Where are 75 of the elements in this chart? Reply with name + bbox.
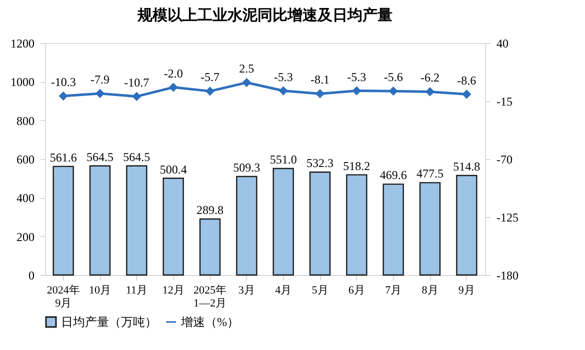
- bar: [126, 165, 148, 276]
- x-tick-label: 12月: [162, 284, 184, 296]
- x-tick-label: 11月: [126, 284, 148, 296]
- data-label: -8.1: [310, 72, 330, 87]
- y-tick-label: 800: [16, 114, 34, 128]
- data-label: -7.9: [90, 72, 110, 87]
- x-tick-label: 5月: [312, 284, 328, 296]
- y-tick-label: 1000: [10, 75, 34, 90]
- y2-tick-label: -180: [496, 268, 518, 282]
- point: [96, 89, 104, 98]
- point: [426, 88, 434, 96]
- data-label: 289.8: [196, 202, 224, 217]
- y-tick-label: 0: [28, 268, 34, 282]
- x-tick-label: 4月: [275, 284, 292, 296]
- point: [389, 86, 398, 96]
- data-label: 564.5: [123, 150, 150, 164]
- x-tick-label: 3月: [238, 284, 255, 296]
- data-label: -5.3: [274, 70, 293, 84]
- y-tick-label: 200: [16, 230, 34, 244]
- point: [462, 90, 471, 98]
- point: [169, 83, 178, 92]
- data-label: 509.3: [233, 160, 260, 175]
- bar: [52, 166, 74, 276]
- bar: [199, 218, 221, 276]
- bar: [309, 171, 331, 276]
- bar: [272, 168, 294, 276]
- data-label: -5.7: [200, 70, 220, 84]
- point: [59, 92, 68, 100]
- x-tick-label: 2025年 1—2月: [194, 284, 226, 310]
- y-tick-label: 600: [16, 152, 34, 166]
- bar: [346, 174, 368, 276]
- x-tick-label: 10月: [89, 284, 111, 296]
- data-label: -8.6: [457, 73, 476, 88]
- point: [242, 78, 251, 87]
- point: [279, 86, 288, 95]
- data-label: -2.0: [164, 66, 183, 80]
- x-tick-label: 7月: [385, 284, 402, 296]
- y-tick-label: 1200: [10, 36, 34, 50]
- legend-label: 日均产量（万吨）: [61, 315, 157, 329]
- point: [352, 86, 361, 95]
- legend-label: 增速（%）: [180, 315, 239, 329]
- data-label: -6.2: [420, 70, 440, 85]
- data-label: -10.3: [50, 75, 76, 90]
- data-label: 518.2: [343, 158, 370, 173]
- point: [206, 87, 214, 96]
- bar: [162, 178, 184, 276]
- data-label: 500.4: [160, 162, 187, 176]
- data-label: 469.6: [380, 168, 407, 182]
- data-label: -5.6: [384, 70, 403, 84]
- data-label: -5.3: [347, 70, 366, 84]
- data-label: 532.3: [306, 156, 334, 170]
- bar: [456, 174, 478, 276]
- chart-title: 规模以上工业水泥同比增速及日均产量: [136, 7, 392, 24]
- x-tick-label: 8月: [422, 284, 438, 296]
- bar: [236, 176, 258, 276]
- y2-tick-label: -125: [496, 210, 518, 224]
- data-label: 514.8: [453, 159, 480, 174]
- data-label: 551.0: [270, 152, 297, 166]
- y-tick-label: 400: [16, 191, 34, 206]
- data-label: 2.5: [239, 62, 254, 76]
- y2-tick-label: 40: [496, 36, 508, 50]
- bar: [89, 165, 111, 276]
- bar: [382, 184, 404, 276]
- y2-tick-label: -15: [496, 94, 512, 108]
- x-tick-label: 6月: [348, 284, 365, 296]
- data-label: 561.6: [50, 150, 77, 164]
- x-tick-label: 9月: [458, 284, 475, 296]
- data-label: -10.7: [124, 75, 150, 90]
- point: [316, 90, 324, 98]
- data-label: 564.5: [86, 150, 114, 164]
- data-label: 477.5: [416, 166, 444, 181]
- y2-tick-label: -70: [496, 152, 512, 166]
- x-tick-label: 2024年 9月: [46, 284, 80, 310]
- point: [132, 92, 141, 101]
- bar: [419, 182, 441, 276]
